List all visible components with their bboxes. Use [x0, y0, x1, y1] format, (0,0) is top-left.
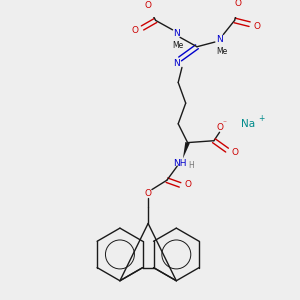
Text: ⁻: ⁻ [222, 118, 226, 127]
Text: O: O [235, 0, 242, 8]
Text: O: O [131, 26, 139, 35]
Text: NH: NH [173, 159, 187, 168]
Text: N: N [173, 59, 180, 68]
Text: H: H [188, 161, 194, 170]
Text: Me: Me [172, 41, 184, 50]
Text: Me: Me [216, 47, 227, 56]
Text: O: O [254, 22, 261, 31]
Text: O: O [216, 123, 223, 132]
Text: O: O [145, 189, 152, 198]
Text: N: N [173, 29, 180, 38]
Text: +: + [258, 114, 264, 123]
Text: O: O [145, 1, 152, 10]
Text: O: O [184, 180, 191, 189]
Text: O: O [231, 148, 238, 158]
Text: N: N [216, 35, 223, 44]
Text: Na: Na [241, 119, 255, 129]
Polygon shape [183, 142, 190, 159]
